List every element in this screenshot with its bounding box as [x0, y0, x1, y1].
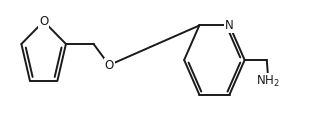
Text: O: O: [105, 59, 114, 72]
Text: N: N: [225, 19, 234, 32]
Text: NH$_2$: NH$_2$: [256, 74, 280, 89]
Text: O: O: [39, 15, 48, 28]
